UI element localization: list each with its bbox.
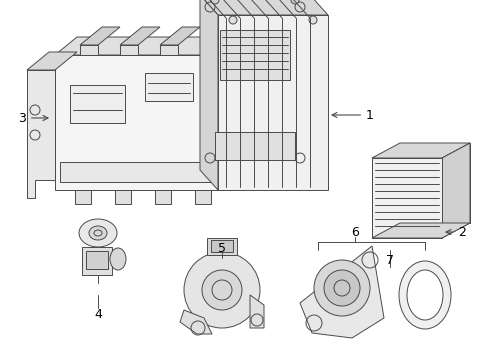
Circle shape	[228, 16, 237, 24]
Polygon shape	[200, 0, 309, 170]
Polygon shape	[299, 246, 383, 338]
Polygon shape	[77, 37, 251, 172]
Ellipse shape	[79, 219, 117, 247]
Polygon shape	[249, 295, 264, 328]
Polygon shape	[160, 27, 200, 45]
Polygon shape	[200, 0, 218, 190]
Polygon shape	[200, 45, 218, 55]
Polygon shape	[145, 73, 193, 101]
Ellipse shape	[89, 226, 107, 240]
Circle shape	[210, 0, 219, 4]
Polygon shape	[371, 223, 469, 238]
Ellipse shape	[398, 261, 450, 329]
Polygon shape	[160, 45, 178, 55]
Polygon shape	[80, 27, 120, 45]
Polygon shape	[82, 247, 112, 275]
Circle shape	[324, 270, 359, 306]
Circle shape	[290, 0, 298, 4]
Polygon shape	[218, 15, 327, 190]
Polygon shape	[210, 240, 232, 252]
Polygon shape	[120, 45, 138, 55]
Polygon shape	[371, 143, 469, 158]
Polygon shape	[70, 85, 125, 123]
Text: 4: 4	[94, 309, 102, 321]
Polygon shape	[229, 37, 251, 190]
Polygon shape	[441, 143, 469, 238]
Polygon shape	[399, 143, 469, 223]
Polygon shape	[55, 55, 229, 190]
Polygon shape	[86, 251, 108, 269]
Text: 2: 2	[445, 225, 465, 239]
Polygon shape	[155, 190, 171, 204]
Polygon shape	[27, 52, 77, 70]
Polygon shape	[206, 238, 237, 255]
Polygon shape	[180, 310, 212, 334]
Polygon shape	[200, 0, 327, 15]
Text: 5: 5	[218, 242, 225, 255]
Polygon shape	[120, 27, 160, 45]
Circle shape	[308, 16, 316, 24]
Polygon shape	[75, 190, 91, 204]
Text: 1: 1	[331, 108, 373, 122]
Text: 3: 3	[18, 112, 48, 125]
Text: 7: 7	[385, 253, 393, 266]
Circle shape	[313, 260, 369, 316]
Polygon shape	[115, 190, 131, 204]
Polygon shape	[215, 132, 294, 160]
Polygon shape	[195, 190, 210, 204]
Polygon shape	[80, 45, 98, 55]
Polygon shape	[27, 70, 55, 198]
Polygon shape	[220, 30, 289, 80]
Ellipse shape	[406, 270, 442, 320]
Ellipse shape	[110, 248, 126, 270]
Polygon shape	[60, 162, 224, 182]
Polygon shape	[371, 158, 441, 238]
Text: 6: 6	[350, 225, 358, 239]
Circle shape	[183, 252, 260, 328]
Polygon shape	[200, 27, 240, 45]
Circle shape	[202, 270, 242, 310]
Polygon shape	[55, 37, 251, 55]
